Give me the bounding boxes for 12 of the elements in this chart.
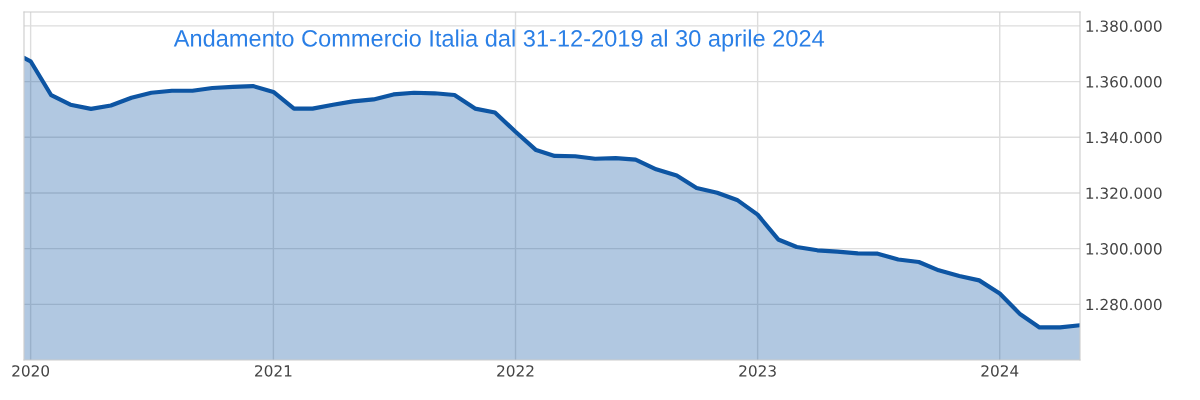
y-tick-label: 1.300.000 <box>1086 243 1162 255</box>
y-tick-label: 1.360.000 <box>1086 76 1162 88</box>
y-tick-label: 1.340.000 <box>1086 131 1162 144</box>
y-tick-label: 1.280.000 <box>1086 298 1162 311</box>
text: Andamento Commercio Italia dal 31-12-2019 al 30 aprile 2024 <box>173 29 825 52</box>
x-tick-label: 2021 <box>255 365 292 377</box>
x-tick-label: 2023 <box>739 365 776 377</box>
y-tick-label: 1.320.000 <box>1086 187 1162 199</box>
x-tick-label: 2024 <box>981 365 1019 377</box>
x-tick-label: 2020 <box>12 365 50 377</box>
x-tick-label: 2022 <box>497 365 534 377</box>
y-tick-label: 1.380.000 <box>1086 20 1162 32</box>
